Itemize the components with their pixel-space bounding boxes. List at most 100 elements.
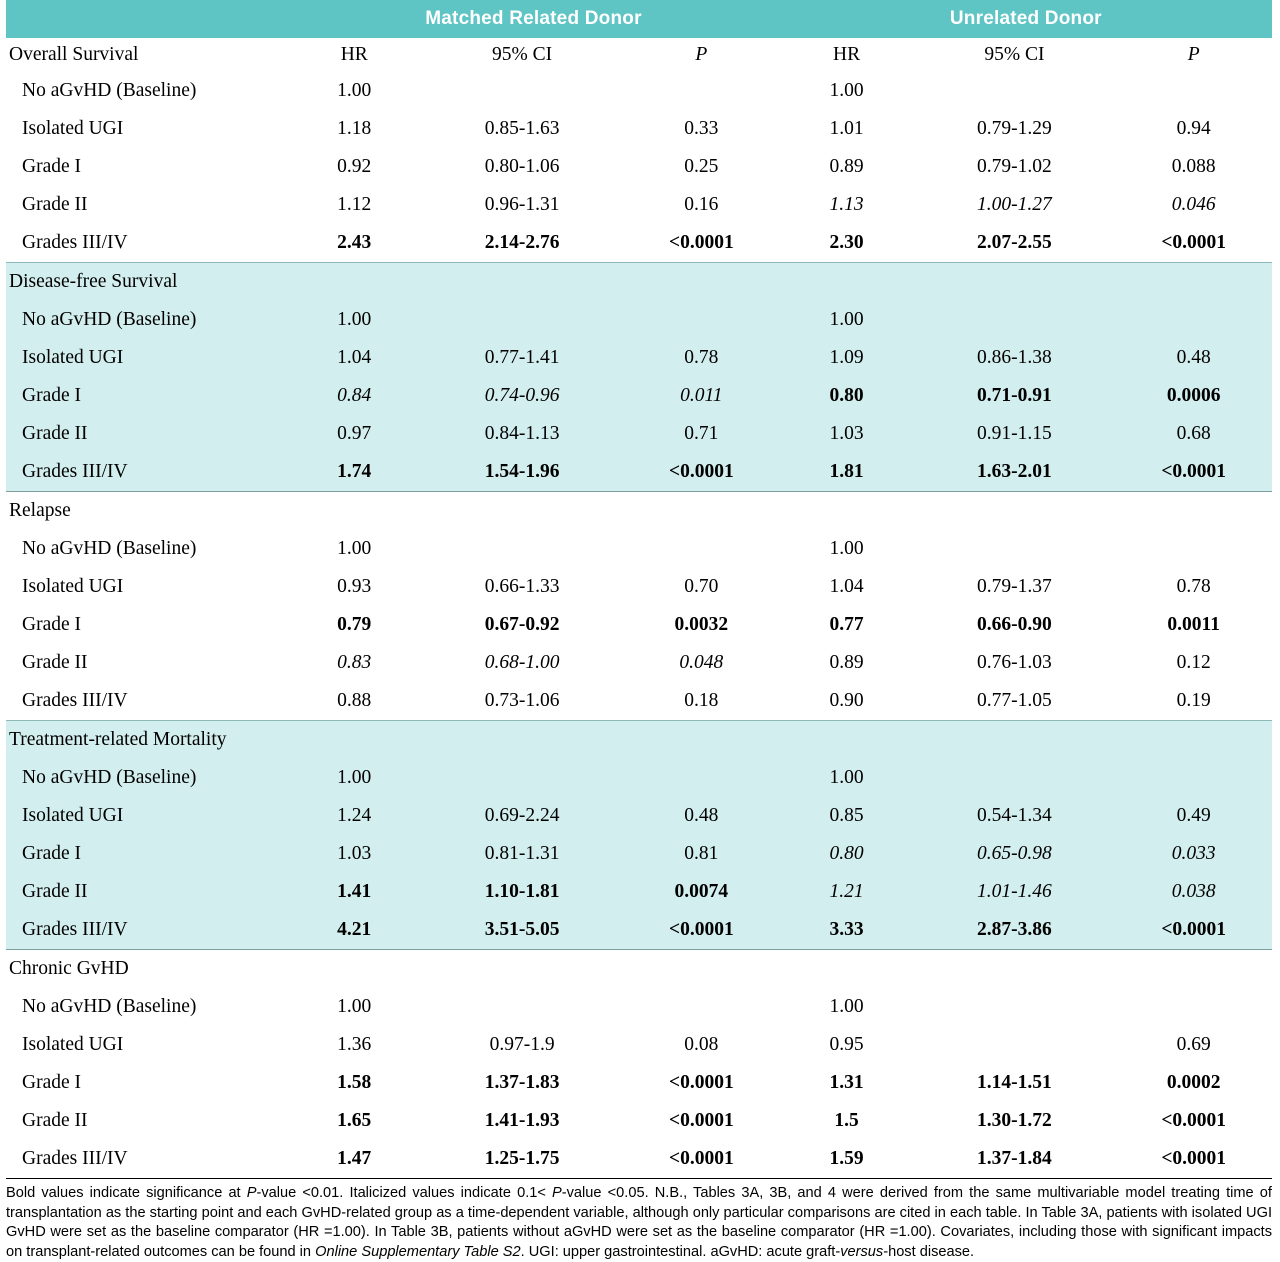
group-header-spacer [6,0,288,38]
urd-p-value: 0.0011 [1167,614,1220,635]
mrd-p-value: <0.0001 [623,453,780,492]
mrd-hr-value: 0.92 [337,156,372,177]
row-label: Grades III/IV [22,690,128,711]
mrd-ci-value: 0.96-1.31 [484,194,560,215]
section-title-filler [913,491,1116,530]
table-row: No aGvHD (Baseline) 1.00 1.00 [6,988,1272,1026]
mrd-ci-value: 0.69-2.24 [421,797,624,835]
column-header-overall-survival: Overall Survival [9,44,139,65]
column-header-mrd-hr: HR [340,44,368,65]
section-title: Treatment-related Mortality [6,720,288,759]
urd-p-value: 0.12 [1176,652,1211,673]
section-title-row: Relapse [6,491,1272,530]
mrd-p-value: 0.011 [623,377,780,415]
mrd-hr-value: 1.00 [337,80,372,101]
mrd-hr-value: 0.97 [287,415,422,453]
table-row: Grades III/IV 1.47 1.25-1.75 <0.0001 1.59 1.3… [6,1140,1272,1179]
section-title-filler [623,262,780,301]
row-label: Grade I [6,377,288,415]
urd-ci-value: 1.63-2.01 [913,453,1116,492]
table-row: Grade I 1.58 1.37-1.83 <0.0001 1.31 1.14-1.51… [6,1064,1272,1102]
row-label: No aGvHD (Baseline) [22,538,197,559]
urd-hr-value: 1.31 [829,1072,864,1093]
urd-ci-value: 1.14-1.51 [977,1072,1052,1093]
section-title-filler [623,491,780,530]
row-label: No aGvHD (Baseline) [6,301,288,339]
urd-ci-value: 0.76-1.03 [977,652,1052,673]
urd-ci-value [913,72,1115,110]
mrd-p-value: 0.70 [684,576,719,597]
urd-ci-value: 0.77-1.05 [977,690,1052,711]
mrd-p-value: 0.18 [684,690,719,711]
table-row: No aGvHD (Baseline) 1.00 1.00 [6,301,1272,339]
mrd-ci-value: 1.41-1.93 [484,1110,560,1131]
urd-hr-value: 1.03 [779,415,914,453]
row-label: No aGvHD (Baseline) [22,996,197,1017]
urd-p-value: <0.0001 [1115,1140,1272,1179]
mrd-ci-value: 3.51-5.05 [421,911,624,950]
urd-hr-value: 0.77 [829,614,864,635]
section-title-filler [1115,262,1272,301]
mrd-p-value: 0.16 [684,194,719,215]
section-title-filler [913,262,1116,301]
row-label: Grades III/IV [6,453,288,492]
row-label: No aGvHD (Baseline) [22,80,197,101]
mrd-p-value: 0.33 [684,118,719,139]
section-title-row: Chronic GvHD [6,949,1272,988]
table-row: Grades III/IV 4.21 3.51-5.05 <0.0001 3.33 2.8… [6,911,1272,950]
mrd-hr-value: 1.04 [287,339,422,377]
table-page: Matched Related Donor Unrelated Donor Ov… [6,0,1272,1260]
table-row: Grade II 1.12 0.96-1.31 0.16 1.13 1.00-1.27 0.… [6,186,1272,224]
table-row: No aGvHD (Baseline) 1.00 1.00 [6,530,1272,568]
table-row: Isolated UGI 1.18 0.85-1.63 0.33 1.01 0.79-1.… [6,110,1272,148]
mrd-ci-value: 0.74-0.96 [421,377,624,415]
group-header-matched-related-donor: Matched Related Donor [287,0,780,38]
urd-hr-value: 1.00 [829,80,864,101]
section-title-filler [287,262,422,301]
urd-p-value: <0.0001 [1115,453,1272,492]
urd-p-value: 0.19 [1176,690,1211,711]
mrd-p-value: <0.0001 [668,232,734,253]
section-title-filler [421,949,624,988]
mrd-p-value: 0.25 [684,156,719,177]
mrd-p-value [623,301,780,339]
urd-p-value: 0.046 [1171,194,1216,215]
table-row: Isolated UGI 0.93 0.66-1.33 0.70 1.04 0.79-1.… [6,568,1272,606]
footnote-segment-5: Online Supplementary Table S2 [315,1243,521,1260]
urd-ci-value: 2.87-3.86 [913,911,1116,950]
urd-p-value: 0.69 [1176,1034,1211,1055]
urd-ci-value: 0.65-0.98 [913,835,1116,873]
section-title-filler [913,720,1116,759]
column-header-urd-ci: 95% CI [984,44,1045,65]
row-label: Grade II [6,415,288,453]
mrd-p-value [623,72,780,110]
mrd-p-value: 0.0032 [674,614,729,635]
section-title-filler [623,720,780,759]
outcomes-table: Matched Related Donor Unrelated Donor Ov… [6,0,1272,1179]
urd-hr-value: 1.59 [779,1140,914,1179]
table-body: No aGvHD (Baseline) 1.00 1.00 Isolated UGI 1… [6,72,1272,1179]
mrd-hr-value: 1.58 [337,1072,372,1093]
urd-hr-value: 1.00 [829,996,864,1017]
section-title-filler [779,262,914,301]
row-label: Grade II [22,1110,88,1131]
row-label: Grades III/IV [6,911,288,950]
mrd-ci-value: 0.73-1.06 [484,690,560,711]
urd-p-value [1115,72,1272,110]
table-row: Grade I 0.84 0.74-0.96 0.011 0.80 0.71-0.91 0.… [6,377,1272,415]
urd-hr-value: 1.00 [829,538,864,559]
row-label: Isolated UGI [22,1034,124,1055]
urd-ci-value: 0.66-0.90 [977,614,1052,635]
row-label: Grades III/IV [22,232,128,253]
urd-hr-value: 1.13 [829,194,864,215]
mrd-hr-value: 1.12 [337,194,372,215]
section-title-filler [287,491,422,530]
urd-hr-value: 1.00 [779,759,914,797]
mrd-p-value: 0.048 [679,652,724,673]
urd-ci-value: 0.54-1.34 [913,797,1116,835]
mrd-hr-value: 2.43 [337,232,372,253]
row-label: Grade II [6,873,288,911]
mrd-p-value: <0.0001 [668,1110,734,1131]
mrd-p-value: 0.81 [623,835,780,873]
urd-ci-value: 0.79-1.29 [977,118,1052,139]
